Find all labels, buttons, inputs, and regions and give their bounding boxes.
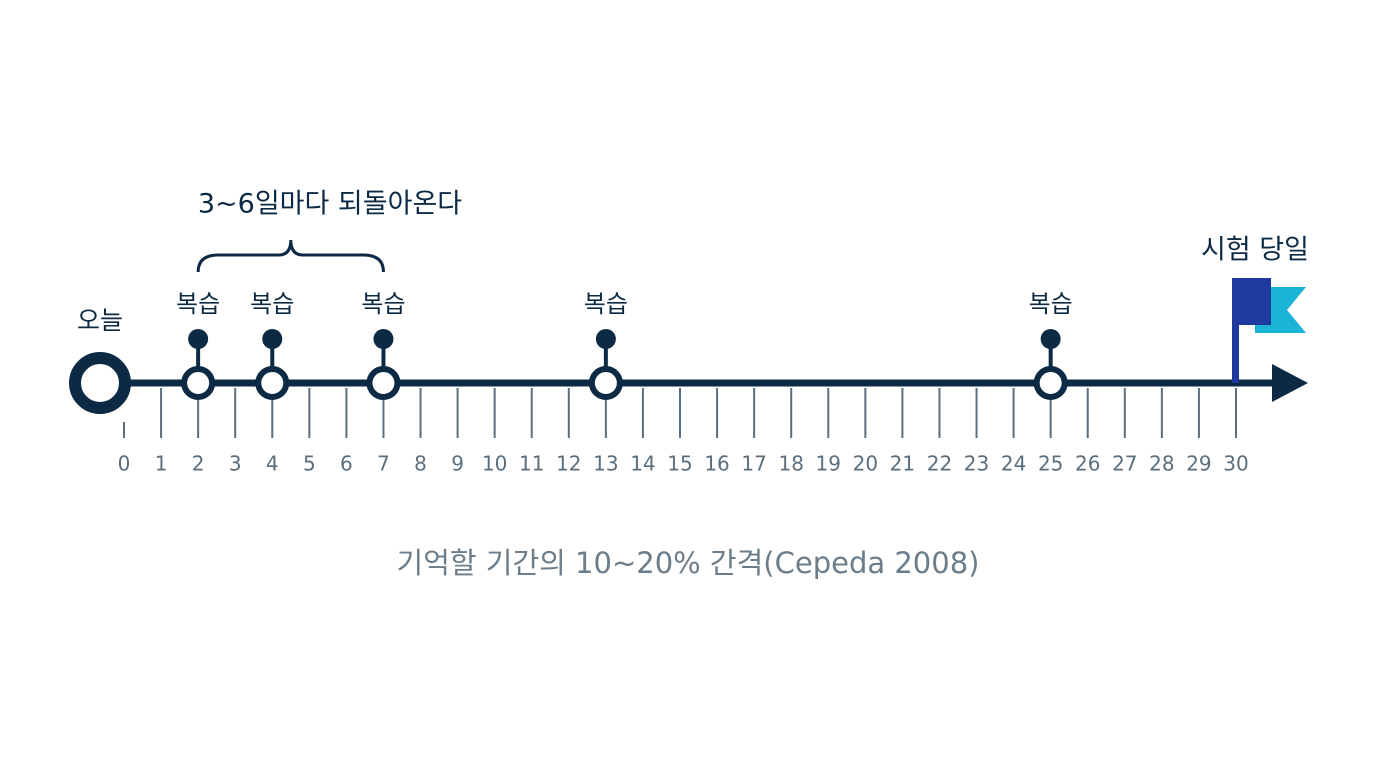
- day-label: 2: [192, 452, 205, 476]
- review-marker: [181, 366, 216, 400]
- day-label: 20: [853, 452, 878, 476]
- review-pin: [373, 329, 394, 349]
- day-label: 25: [1038, 452, 1063, 476]
- day-label: 7: [377, 452, 390, 476]
- day-label: 28: [1149, 452, 1174, 476]
- interval-label: 3~6일마다 되돌아온다: [198, 189, 462, 220]
- review-label: 복습: [176, 290, 220, 318]
- flag-front: [1232, 278, 1271, 325]
- day-label: 17: [741, 452, 766, 476]
- day-label: 5: [303, 452, 316, 476]
- day-label: 4: [266, 452, 279, 476]
- day-label: 0: [118, 452, 131, 476]
- review-marker: [1033, 366, 1068, 400]
- day-label: 27: [1112, 452, 1137, 476]
- interval-brace: [196, 239, 385, 273]
- exam-label: 시험 당일: [1201, 235, 1309, 266]
- axis-arrow: [1272, 364, 1308, 402]
- today-marker: [69, 352, 131, 414]
- day-label: 30: [1223, 452, 1248, 476]
- review-pin: [595, 329, 616, 349]
- day-label: 14: [630, 452, 655, 476]
- review-label: 복습: [361, 290, 405, 318]
- day-label: 21: [890, 452, 915, 476]
- day-label: 3: [229, 452, 242, 476]
- exam-flag: [1232, 278, 1306, 383]
- review-pin: [1040, 329, 1061, 349]
- review-marker: [588, 366, 623, 400]
- review-pin: [188, 329, 209, 349]
- day-label: 11: [519, 452, 544, 476]
- review-marker: [255, 366, 290, 400]
- review-label: 복습: [1029, 290, 1073, 318]
- day-label: 6: [340, 452, 353, 476]
- day-label: 29: [1186, 452, 1211, 476]
- today-label: 오늘: [77, 306, 123, 335]
- review-label: 복습: [584, 290, 628, 318]
- day-label: 12: [556, 452, 581, 476]
- review-pin: [262, 329, 283, 349]
- day-label: 8: [414, 452, 427, 476]
- day-label: 26: [1075, 452, 1100, 476]
- day-label: 1: [155, 452, 168, 476]
- day-label: 22: [927, 452, 952, 476]
- day-label: 23: [964, 452, 989, 476]
- day-label: 19: [816, 452, 841, 476]
- review-marker: [366, 366, 401, 400]
- day-label: 13: [593, 452, 618, 476]
- flag-pole: [1232, 320, 1239, 383]
- caption: 기억할 기간의 10~20% 간격(Cepeda 2008): [397, 546, 980, 580]
- day-label: 9: [451, 452, 464, 476]
- day-label: 18: [778, 452, 803, 476]
- review-label: 복습: [250, 290, 294, 318]
- day-label: 10: [482, 452, 507, 476]
- day-label: 24: [1001, 452, 1026, 476]
- day-label: 15: [667, 452, 692, 476]
- day-label: 16: [704, 452, 729, 476]
